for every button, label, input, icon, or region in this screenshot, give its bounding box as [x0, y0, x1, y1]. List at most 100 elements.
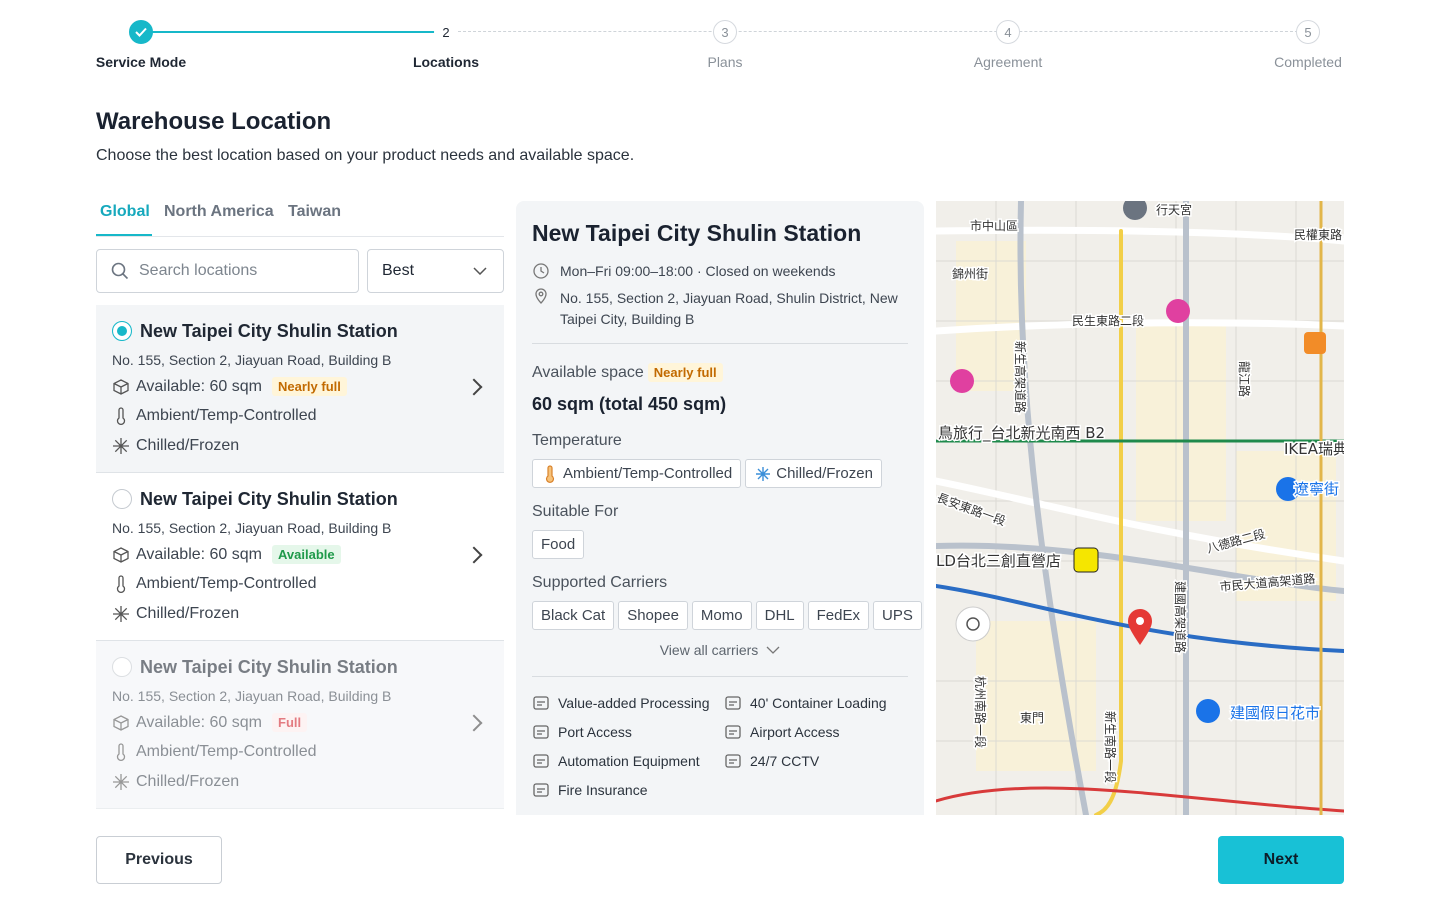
feature-row: Ambient/Temp-Controlled [112, 407, 317, 425]
page-title: Warehouse Location [96, 108, 332, 135]
previous-button[interactable]: Previous [96, 836, 222, 884]
location-address: No. 155, Section 2, Jiayuan Road, Buildi… [112, 688, 392, 704]
tab[interactable]: Taiwan [288, 203, 342, 220]
availability: Available: 60 sqm [136, 545, 262, 563]
location-card[interactable]: New Taipei City Shulin Station No. 155, S… [96, 305, 504, 473]
amenity-text: Port Access [558, 724, 632, 740]
chip-text: Black Cat [541, 607, 606, 624]
chip: Shopee [618, 601, 688, 630]
icon [756, 466, 771, 481]
map-pin [1128, 609, 1152, 645]
temperature-label: Temperature [532, 432, 622, 449]
divider [532, 343, 908, 344]
status-badge: Nearly full [272, 377, 347, 396]
map-label: 鳥旅行_台北新光南西 B2 [938, 424, 1105, 443]
amenity: Value-added Processing [532, 694, 710, 712]
step-label: Plans [707, 54, 743, 70]
icon [725, 696, 741, 710]
detail-title: New Taipei City Shulin Station [532, 220, 862, 246]
amenity-text: 40' Container Loading [750, 695, 887, 711]
location-name: New Taipei City Shulin Station [140, 657, 398, 677]
map-label: IKEA瑞典 [1284, 440, 1344, 458]
step-number: 5 [1296, 20, 1320, 44]
icon [533, 696, 549, 710]
feature: Chilled/Frozen [136, 437, 240, 454]
map-label: 建國高架道路 [1173, 581, 1188, 653]
space-label: Available space [532, 363, 644, 381]
chip: DHL [755, 601, 804, 630]
feature: Ambient/Temp-Controlled [136, 743, 317, 760]
radio[interactable] [112, 489, 132, 509]
chip: FedEx [807, 601, 869, 630]
feature-row: Chilled/Frozen [112, 437, 239, 455]
amenity-text: Value-added Processing [558, 695, 710, 711]
map-label: LD台北三創直營店 [936, 552, 1061, 570]
location-card[interactable]: New Taipei City Shulin Station No. 155, S… [96, 473, 504, 641]
map-label: 民權東路 [1294, 227, 1342, 242]
map-label: 遼寧街 [1294, 480, 1339, 498]
divider [532, 676, 908, 677]
icon [533, 725, 549, 739]
location-card[interactable]: New Taipei City Shulin Station No. 155, S… [96, 641, 504, 809]
locate-button[interactable] [955, 606, 991, 642]
map-label: 行天宮 [1156, 202, 1192, 217]
amenity-text: Automation Equipment [558, 753, 700, 769]
feature-row: Ambient/Temp-Controlled [112, 743, 317, 761]
page-subtitle: Choose the best location based on your p… [96, 147, 635, 164]
map-label: 錦州街 [952, 266, 988, 281]
amenity: Automation Equipment [532, 752, 700, 770]
amenity: Port Access [532, 723, 632, 741]
view-all[interactable]: View all carriers [532, 642, 908, 658]
icon [725, 754, 741, 768]
step-number: 3 [713, 20, 737, 44]
tab[interactable]: North America [164, 203, 274, 220]
icon [113, 714, 129, 731]
radio[interactable] [112, 321, 132, 341]
step-line-done [141, 31, 446, 33]
feature: Ambient/Temp-Controlled [136, 575, 317, 592]
chevron [473, 267, 487, 275]
icon [116, 743, 126, 761]
map-label: 東門 [1020, 711, 1044, 725]
radio[interactable] [112, 657, 132, 677]
sort-select[interactable]: Best [367, 249, 504, 293]
amenity-text: Airport Access [750, 724, 840, 740]
amenity: Fire Insurance [532, 781, 647, 799]
icon [113, 774, 129, 790]
step-number: 2 [434, 20, 458, 44]
search-box[interactable]: Search locations [96, 249, 359, 293]
detail-hours: Mon–Fri 09:00–18:00 · Closed on weekends [560, 263, 836, 279]
availability-row: Available: 60 sqm Available [112, 545, 341, 564]
feature-row: Ambient/Temp-Controlled [112, 575, 317, 593]
chip-text: Shopee [627, 607, 679, 624]
map-label: 杭州南路一段 [973, 676, 988, 748]
temperature-chips: Ambient/Temp-Controlled Chilled/Frozen [532, 459, 886, 488]
chip: Chilled/Frozen [745, 459, 882, 488]
tab-underline [96, 234, 152, 236]
location-name: New Taipei City Shulin Station [140, 489, 398, 509]
icon [113, 606, 129, 622]
detail-address: No. 155, Section 2, Jiayuan Road, Shulin… [560, 290, 898, 327]
space-row: Available space Nearly full [532, 363, 723, 382]
feature: Ambient/Temp-Controlled [136, 407, 317, 424]
tab[interactable]: Global [100, 203, 150, 220]
step-label: Locations [412, 54, 480, 70]
chip-text: Chilled/Frozen [776, 465, 873, 482]
step-line [458, 31, 1308, 32]
availability-row: Available: 60 sqm Nearly full [112, 377, 347, 396]
icon [113, 438, 129, 454]
amenity: 24/7 CCTV [724, 752, 819, 770]
next-button[interactable]: Next [1218, 836, 1344, 884]
step-number: 4 [996, 20, 1020, 44]
chip: Momo [691, 601, 752, 630]
tabs-divider [96, 236, 504, 237]
map-label: 龍江路 [1237, 361, 1252, 397]
chip: Food [532, 530, 585, 559]
chip-text: DHL [764, 607, 795, 624]
chip: UPS [872, 601, 922, 630]
step-done [129, 20, 153, 44]
sort-value: Best [382, 262, 415, 279]
icon [113, 546, 129, 563]
